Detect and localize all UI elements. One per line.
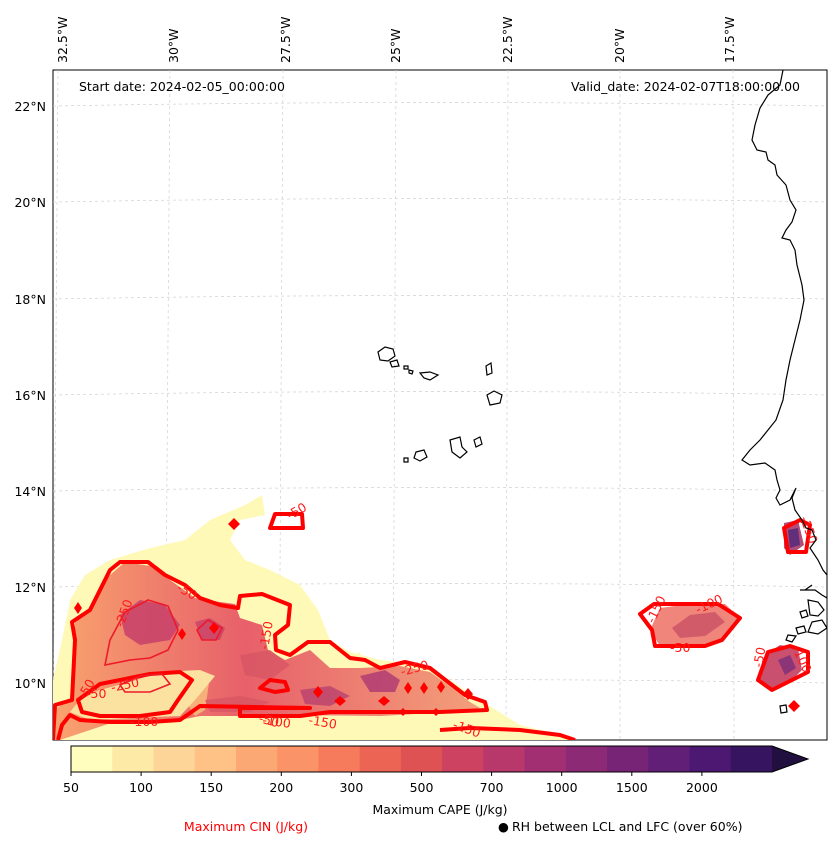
colorbar-cell [483, 746, 526, 772]
colorbar-extend-arrow [772, 746, 808, 772]
lon-label: 27.5°W [278, 17, 293, 63]
lon-label: 30°W [166, 28, 181, 63]
colorbar-label: Maximum CAPE (J/kg) [372, 802, 507, 817]
colorbar-cell [524, 746, 567, 772]
map-plot-area: -50 -50 -250 -250 -150 -100 -100 -50 -15… [52, 69, 828, 741]
cin-contour-label: -50 [750, 646, 768, 669]
lat-label: 18°N [14, 292, 46, 307]
colorbar-tick-label: 500 [410, 780, 434, 795]
cin-contour-label: -100 [130, 714, 158, 729]
colorbar-cell [112, 746, 154, 772]
cin-legend-label: Maximum CIN (J/kg) [184, 819, 308, 834]
coastlines [377, 70, 827, 714]
colorbar-cell [607, 746, 649, 772]
cin-contours [53, 512, 812, 740]
lat-label: 16°N [14, 388, 46, 403]
cin-contour-label: -250 [399, 657, 430, 679]
longitude-labels: 32.5°W 30°W 27.5°W 25°W 22.5°W 20°W 17.5… [55, 17, 737, 63]
cin-contour-label: -50 [86, 686, 106, 701]
legend: Maximum CIN (J/kg) ● RH between LCL and … [184, 819, 743, 834]
lat-label: 20°N [14, 195, 46, 210]
lat-label: 22°N [14, 99, 46, 114]
colorbar-cell [153, 746, 196, 772]
lon-label: 25°W [388, 28, 403, 63]
colorbar-cell [235, 746, 278, 772]
lat-label: 14°N [14, 484, 46, 499]
colorbar-cell [71, 746, 113, 772]
latitude-labels: 22°N 20°N 18°N 16°N 14°N 12°N 10°N [14, 99, 46, 691]
cin-contour-label: -150 [307, 712, 338, 732]
lat-label: 12°N [14, 580, 46, 595]
colorbar-tick-label: 1000 [546, 780, 578, 795]
colorbar-cell [194, 746, 237, 772]
colorbar-cell [400, 746, 443, 772]
colorbar-cell [359, 746, 402, 772]
colorbar-outline [70, 745, 810, 773]
colorbar-cell [730, 746, 773, 772]
colorbar-cell [318, 746, 361, 772]
cin-contour-label: -250 [110, 674, 141, 695]
cin-contour-label: -100 [262, 712, 292, 731]
lon-label: 22.5°W [500, 17, 515, 63]
colorbar-tick-label: 150 [199, 780, 223, 795]
colorbar-tick-label: 1500 [616, 780, 648, 795]
rh-legend-marker: ● [498, 819, 509, 834]
valid-date-label: Valid_date: 2024-02-07T18:00:00.00 [571, 79, 800, 94]
rh-legend-label: RH between LCL and LFC (over 60%) [512, 819, 742, 834]
lon-label: 20°W [612, 28, 627, 63]
colorbar-tick-label: 100 [129, 780, 153, 795]
lat-label: 10°N [14, 676, 46, 691]
colorbar-cell [689, 746, 732, 772]
colorbar-tick-label: 200 [269, 780, 293, 795]
colorbar-cell [277, 746, 319, 772]
colorbar: 50 100 150 200 300 500 700 1000 1500 2000 Maximum… [63, 745, 810, 817]
colorbar-tick-label: 50 [63, 780, 79, 795]
colorbar-cell [442, 746, 484, 772]
colorbar-tick-label: 700 [480, 780, 504, 795]
colorbar-tick-label: 300 [339, 780, 363, 795]
cin-contour-label: -150 [256, 620, 276, 651]
colorbar-ticks: 50 100 150 200 300 500 700 1000 1500 2000 [63, 772, 718, 795]
colorbar-cell [648, 746, 691, 772]
cin-contour-label: -50 [257, 710, 281, 730]
start-date-label: Start date: 2024-02-05_00:00:00 [79, 79, 285, 94]
lon-label: 32.5°W [55, 17, 70, 63]
cin-contour-label: -50 [670, 640, 690, 655]
colorbar-cells [71, 746, 773, 772]
colorbar-tick-label: 2000 [686, 780, 718, 795]
lon-label: 17.5°W [722, 17, 737, 63]
colorbar-cell [565, 746, 608, 772]
